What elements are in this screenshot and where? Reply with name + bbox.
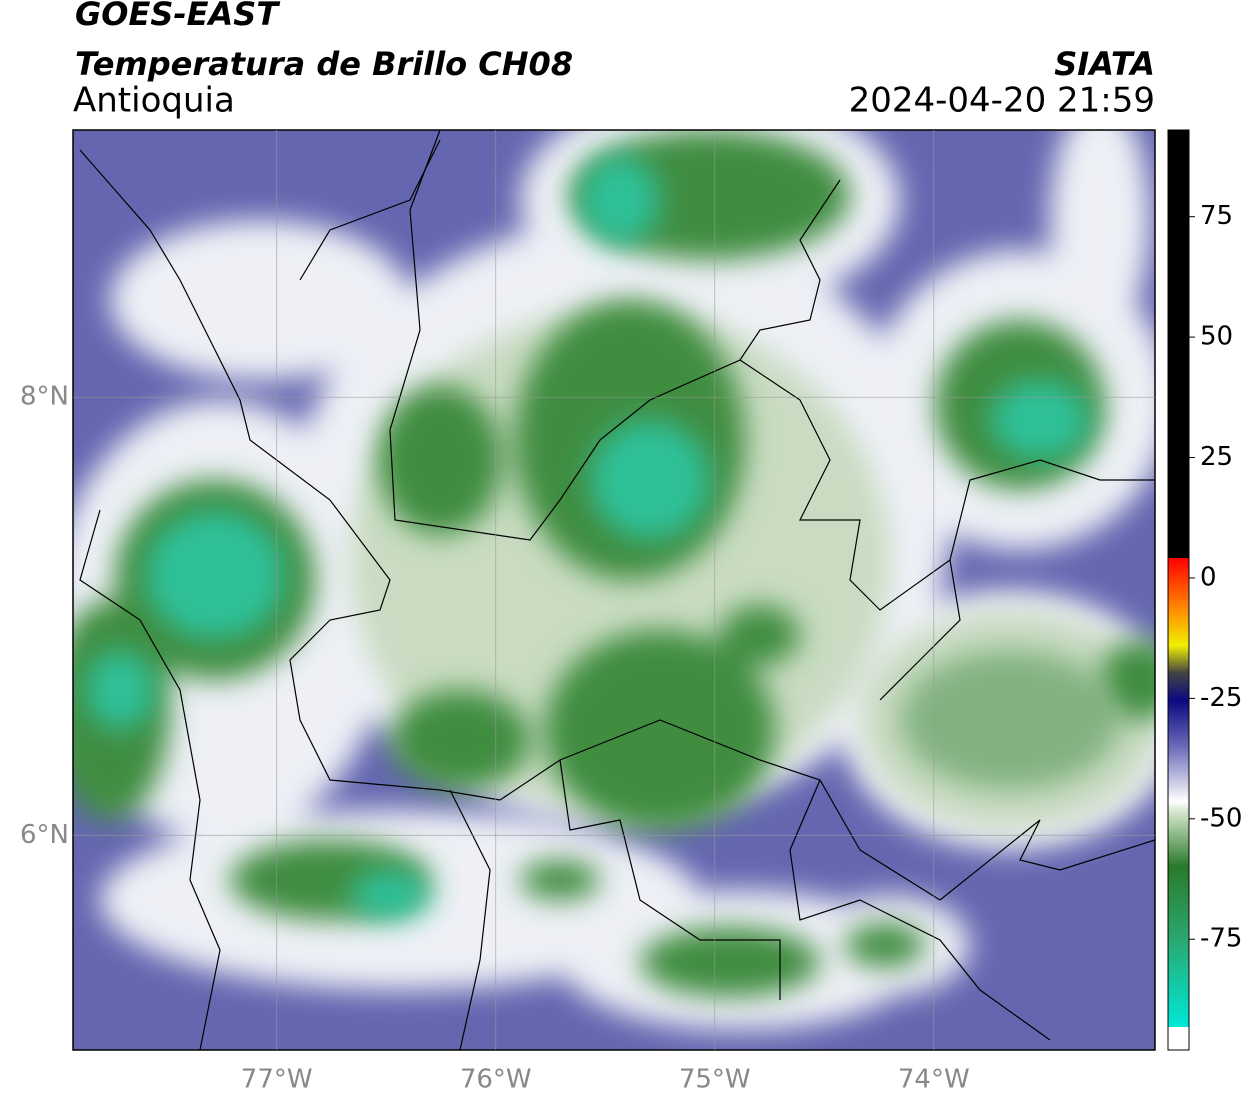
colorbar-tick-label: -25 [1200,683,1242,713]
map-frame [72,129,1156,1051]
colorbar-tick-label: 0 [1200,562,1217,592]
lon-tick-label: 75°W [679,1065,751,1095]
colorbar [1167,129,1190,1051]
lat-tick-label: 8°N [20,382,69,412]
lon-tick-label: 74°W [898,1065,970,1095]
colorbar-tick-label: 75 [1200,201,1233,231]
colorbar-tick-label: -50 [1200,803,1242,833]
datetime: 2024-04-20 21:59 [849,81,1155,121]
colorbar-tick-label: -75 [1200,924,1242,954]
lon-tick-label: 76°W [460,1065,532,1095]
colorbar-tick-label: 25 [1200,442,1233,472]
satellite-image [73,130,1155,1050]
borders [79,130,1155,1050]
colorbar-tick-label: 50 [1200,322,1233,352]
region: Antioquia [73,81,235,121]
subtitle: Temperatura de Brillo CH08 [75,45,573,83]
source: SIATA [1054,45,1155,83]
lon-tick-label: 77°W [241,1065,313,1095]
title: GOES-EAST [75,0,280,33]
lat-tick-label: 6°N [20,820,69,850]
